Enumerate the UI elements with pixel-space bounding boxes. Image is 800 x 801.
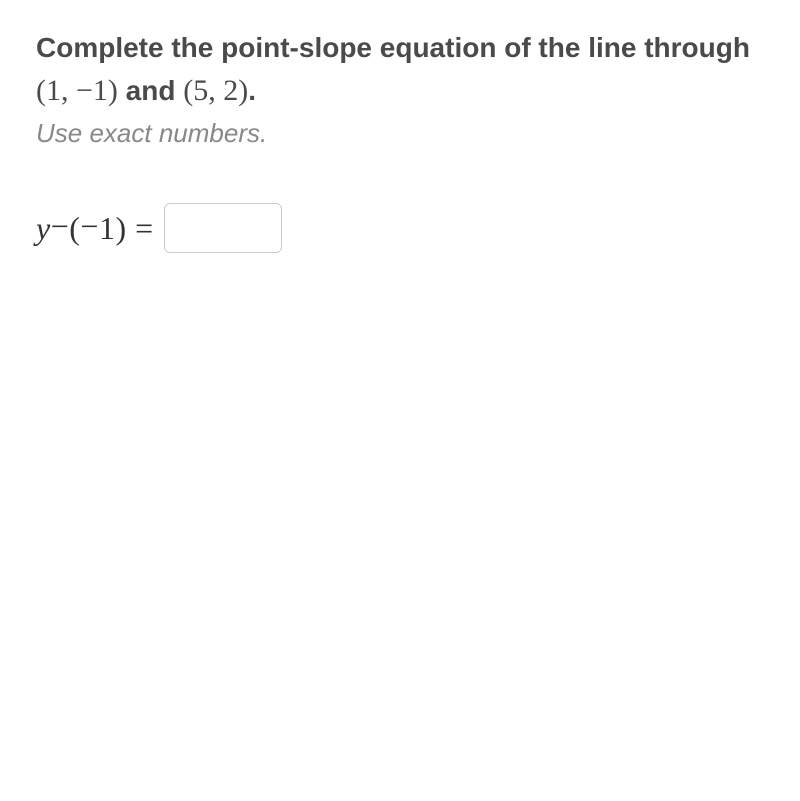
- equation-row: y − (−1) =: [36, 203, 764, 253]
- question-prompt: Complete the point-slope equation of the…: [36, 28, 764, 112]
- prompt-period: .: [248, 75, 256, 106]
- equation-lhs: y − (−1) =: [36, 210, 154, 247]
- paren-close: ): [115, 210, 126, 246]
- op-equals: =: [127, 210, 154, 246]
- answer-input[interactable]: [164, 203, 282, 253]
- prompt-point-1: (1, −1): [36, 74, 118, 107]
- var-y: y: [36, 210, 51, 246]
- op-minus: −: [51, 208, 70, 245]
- num-one: 1: [99, 210, 116, 246]
- op-neg: −: [80, 208, 99, 245]
- prompt-point-2: (5, 2): [183, 74, 248, 107]
- prompt-text-1: Complete the point-slope equation of the…: [36, 32, 750, 63]
- paren-open: (: [69, 210, 80, 246]
- prompt-and: and: [118, 75, 183, 106]
- question-subprompt: Use exact numbers.: [36, 118, 764, 149]
